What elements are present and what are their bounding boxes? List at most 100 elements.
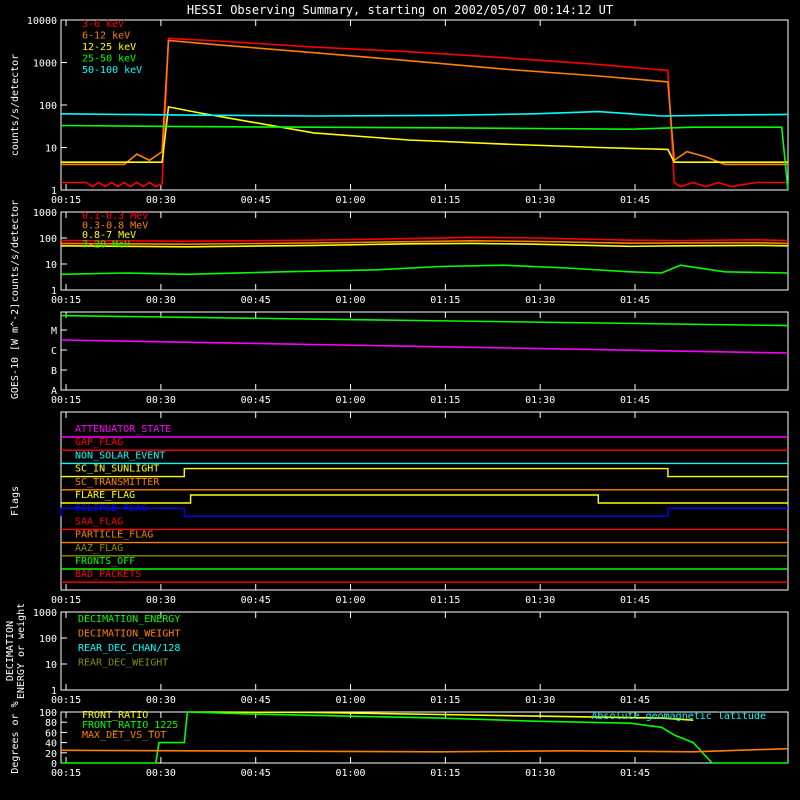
legend-entry: DECIMATION_WEIGHT <box>78 629 180 640</box>
x-tick-label: 00:30 <box>146 195 176 206</box>
y-tick-label: 1000 <box>33 59 57 70</box>
x-tick-label: 01:15 <box>430 395 460 406</box>
series-line-front-ratio <box>190 711 694 721</box>
panel-frame <box>60 611 789 691</box>
x-tick-label: 00:45 <box>241 768 271 779</box>
series-line-6-12-kev <box>61 39 788 166</box>
y-axis-label: counts/s/detector <box>10 200 21 302</box>
y-axis-label: ENERGY or weight <box>16 603 27 699</box>
x-tick-label: 01:45 <box>620 295 650 306</box>
x-tick-label: 01:45 <box>620 595 650 606</box>
flag-line <box>61 467 788 478</box>
y-tick-label: A <box>51 386 57 397</box>
y-tick-label: 10 <box>45 144 57 155</box>
x-tick-label: 00:15 <box>51 595 81 606</box>
x-tick-label: 01:00 <box>335 695 365 706</box>
x-tick-label: 01:30 <box>525 295 555 306</box>
x-tick-label: 00:45 <box>241 395 271 406</box>
y-axis-label: Flags <box>10 486 21 516</box>
y-tick-label: M <box>51 326 57 337</box>
x-tick-label: 01:30 <box>525 768 555 779</box>
panel-4: 00:15 00:30 00:45 01:00 01:15 01:30 01:45 1 10 10… <box>5 603 789 706</box>
flag-label: PARTICLE_FLAG <box>75 530 153 541</box>
panel-frame <box>60 311 789 391</box>
y-tick-label: 20 <box>45 749 57 760</box>
series-line-max-det-vs-tot <box>60 747 789 753</box>
y-tick-label: 10 <box>45 260 57 271</box>
x-tick-label: 01:45 <box>620 195 650 206</box>
y-tick-label: 80 <box>45 718 57 729</box>
x-tick-label: 00:45 <box>241 295 271 306</box>
legend-entry: FRONT_RATIO <box>82 710 148 721</box>
legend-entry: 6-12 keV <box>82 31 130 42</box>
x-tick-label: 00:45 <box>241 195 271 206</box>
x-tick-label: 01:00 <box>335 295 365 306</box>
x-tick-label: 00:30 <box>146 695 176 706</box>
y-tick-label: 0 <box>51 759 57 770</box>
x-tick-label: 01:30 <box>525 695 555 706</box>
y-tick-label: 1 <box>51 286 57 297</box>
x-tick-label: 00:30 <box>146 595 176 606</box>
chart-title: HESSI Observing Summary, starting on 200… <box>187 3 613 17</box>
x-tick-label: 01:00 <box>335 395 365 406</box>
x-tick-label: 01:15 <box>430 595 460 606</box>
legend-entry: 12-25 keV <box>82 42 136 53</box>
x-tick-label: 01:15 <box>430 695 460 706</box>
flag-line <box>61 494 788 504</box>
x-tick-label: 01:45 <box>620 695 650 706</box>
flag-label: AAZ_FLAG <box>75 543 123 554</box>
y-axis-label: GOES-10 [W m^-2] <box>10 303 21 399</box>
x-tick-label: 01:00 <box>335 768 365 779</box>
legend-entry: DECIMATION_ENERGY <box>78 614 180 625</box>
flag-label: SAA_FLAG <box>75 516 123 527</box>
x-tick-label: 01:15 <box>430 768 460 779</box>
y-tick-label: 1000 <box>33 208 57 219</box>
series-line-0 <box>60 314 789 327</box>
flag-label: FLARE_FLAG <box>75 490 135 501</box>
series-line-0-1-0-3-mev <box>60 236 789 243</box>
y-tick-label: B <box>51 366 57 377</box>
x-tick-label: 01:15 <box>430 295 460 306</box>
x-tick-label: 00:15 <box>51 695 81 706</box>
panel-1: 00:15 00:30 00:45 01:00 01:15 01:30 01:45 1 10 10… <box>10 200 789 306</box>
panel-frame <box>60 411 789 591</box>
y-axis-label: counts/s/detector <box>10 54 21 156</box>
x-tick-label: 00:15 <box>51 395 81 406</box>
x-tick-label: 00:45 <box>241 595 271 606</box>
x-tick-label: 01:30 <box>525 395 555 406</box>
series-line-front-ratio-1225 <box>61 711 788 764</box>
series-line-0-3-0-8-mev <box>60 239 789 246</box>
series-line-3-6-kev <box>61 37 788 188</box>
panel-5: 00:15 00:30 00:45 01:00 01:15 01:30 01:45 02040… <box>10 701 789 779</box>
y-tick-label: 100 <box>39 634 57 645</box>
flag-label: SC_TRANSMITTER <box>75 477 160 488</box>
y-tick-label: 100 <box>39 101 57 112</box>
legend-entry: 3-6 keV <box>82 19 124 30</box>
y-tick-label: 10 <box>45 660 57 671</box>
x-tick-label: 01:30 <box>525 195 555 206</box>
x-tick-label: 01:30 <box>525 595 555 606</box>
y-tick-label: 60 <box>45 728 57 739</box>
series-line-1 <box>60 339 789 354</box>
y-tick-label: 100 <box>39 234 57 245</box>
legend-entry: 0.3-0.8 MeV <box>82 221 148 232</box>
x-tick-label: 00:15 <box>51 195 81 206</box>
x-tick-label: 00:15 <box>51 295 81 306</box>
legend-entry: REAR_DEC_WEIGHT <box>78 658 168 669</box>
series-line-12-25-kev <box>61 105 788 163</box>
series-line-7-20-mev <box>60 264 789 276</box>
panel-frame <box>60 711 789 764</box>
panel-3: 00:15 00:30 00:45 01:00 01:15 01:30 01:45 Flags… <box>10 411 789 606</box>
flag-line <box>60 507 788 517</box>
legend-entry: 0.1-0.3 MeV <box>82 211 148 222</box>
y-tick-label: 1 <box>51 186 57 197</box>
y-axis-label: Degrees or % <box>10 701 21 773</box>
legend-entry: 7-20 MeV <box>82 240 130 251</box>
legend-entry: FRONT_RATIO_1225 <box>82 720 178 731</box>
panel-frame <box>60 211 789 291</box>
flag-label: NON_SOLAR_EVENT <box>75 450 165 461</box>
x-tick-label: 01:45 <box>620 768 650 779</box>
x-tick-label: 01:00 <box>335 195 365 206</box>
